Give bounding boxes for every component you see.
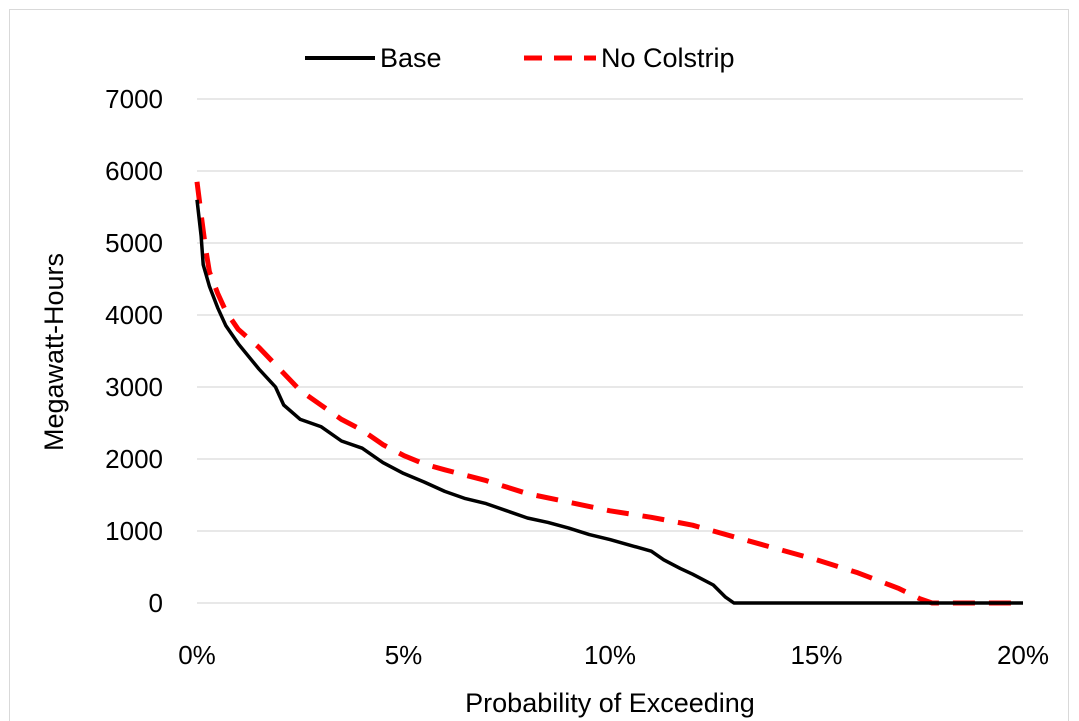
legend-label-no-colstrip: No Colstrip <box>601 43 735 73</box>
series-line-base <box>197 200 1023 603</box>
x-axis-ticks: 0% 5% 10% 15% 20% <box>178 640 1049 670</box>
y-tick-label: 2000 <box>105 444 163 474</box>
legend-label-base: Base <box>380 43 442 73</box>
y-axis-ticks: 0 1000 2000 3000 4000 5000 6000 7000 <box>105 84 163 618</box>
x-tick-label: 10% <box>584 640 636 670</box>
x-tick-label: 15% <box>790 640 842 670</box>
y-tick-label: 4000 <box>105 300 163 330</box>
y-tick-label: 5000 <box>105 228 163 258</box>
legend: Base No Colstrip <box>305 43 735 73</box>
x-tick-label: 20% <box>997 640 1049 670</box>
y-axis-title: Megawatt-Hours <box>39 253 69 451</box>
x-tick-label: 5% <box>385 640 423 670</box>
x-tick-label: 0% <box>178 640 216 670</box>
series-layer <box>197 182 1023 603</box>
y-tick-label: 0 <box>149 588 163 618</box>
y-tick-label: 3000 <box>105 372 163 402</box>
y-tick-label: 1000 <box>105 516 163 546</box>
x-axis-title: Probability of Exceeding <box>465 688 755 718</box>
y-tick-label: 6000 <box>105 156 163 186</box>
gridlines <box>197 99 1023 603</box>
y-tick-label: 7000 <box>105 84 163 114</box>
